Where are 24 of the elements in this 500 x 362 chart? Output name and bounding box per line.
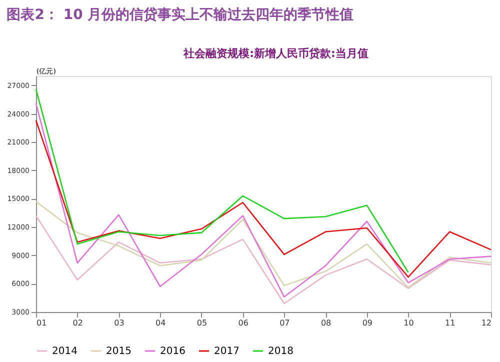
legend-label: 2016 xyxy=(160,346,186,357)
chart-title: 图表2： 10 月份的信贷事实上不输过去四年的季节性值 xyxy=(6,6,354,23)
line-series xyxy=(35,102,492,298)
x-tick-label: 11 xyxy=(445,318,456,328)
legend-label: 2014 xyxy=(52,346,78,357)
line-series xyxy=(35,215,492,304)
x-tick-label: 12 xyxy=(481,318,492,328)
x-tick-label: 09 xyxy=(362,318,373,328)
line-series xyxy=(35,88,409,273)
legend-label: 2018 xyxy=(268,346,294,357)
x-tick-label: 10 xyxy=(404,318,414,328)
x-tick-label: 07 xyxy=(280,318,290,328)
x-tick-label: 06 xyxy=(238,318,248,328)
x-tick-label: 02 xyxy=(72,318,83,328)
x-tick-label: 08 xyxy=(320,318,332,328)
x-tick-label: 01 xyxy=(36,318,47,328)
line-series xyxy=(35,120,492,278)
chart-subtitle: 社会融资规模:新增人民币贷款:当月值 xyxy=(182,47,368,60)
line-series xyxy=(35,200,492,288)
x-tick-label: 05 xyxy=(196,318,208,328)
legend-label: 2015 xyxy=(106,346,132,357)
x-tick-label: 04 xyxy=(155,318,166,328)
legend-label: 2017 xyxy=(214,346,240,357)
x-tick-label: 03 xyxy=(114,318,124,328)
